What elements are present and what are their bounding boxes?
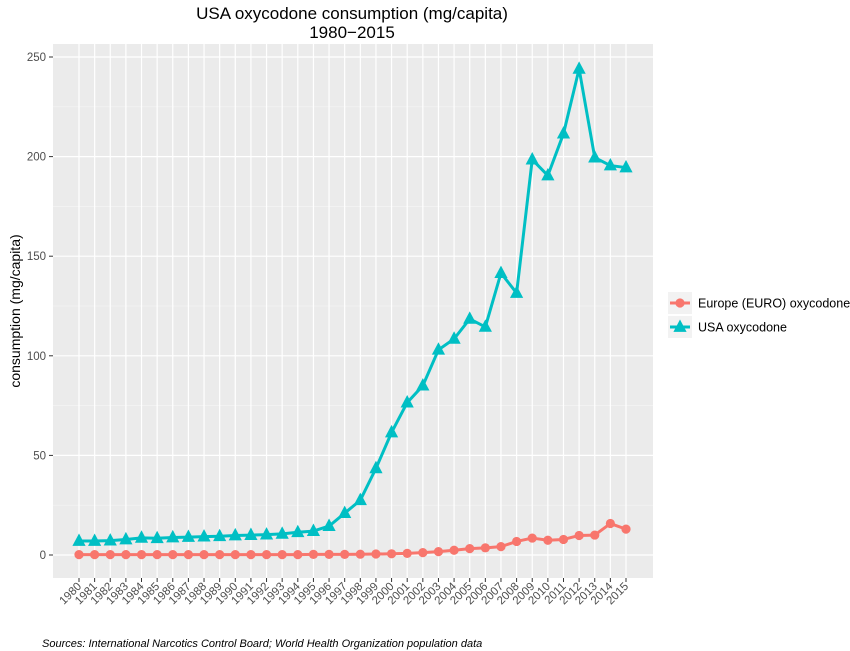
data-point bbox=[463, 311, 477, 324]
data-point bbox=[291, 524, 305, 538]
data-point bbox=[134, 530, 149, 543]
data-point bbox=[496, 542, 506, 552]
data-point bbox=[215, 550, 225, 560]
data-point bbox=[119, 531, 133, 545]
plot-panel bbox=[53, 44, 653, 578]
data-point bbox=[150, 530, 164, 544]
source-caption: Sources: International Narcotics Control… bbox=[42, 638, 482, 650]
data-point bbox=[621, 524, 631, 534]
data-point bbox=[478, 319, 492, 332]
data-point bbox=[543, 535, 553, 545]
data-point bbox=[510, 285, 524, 298]
data-point bbox=[74, 550, 84, 560]
series-1 bbox=[72, 61, 633, 546]
data-point bbox=[619, 159, 633, 173]
data-point bbox=[433, 547, 444, 557]
data-point bbox=[384, 424, 399, 438]
data-point bbox=[340, 549, 350, 560]
data-point bbox=[166, 529, 180, 543]
data-point bbox=[306, 523, 321, 536]
data-point bbox=[259, 527, 274, 540]
data-point bbox=[447, 331, 461, 344]
data-point bbox=[322, 518, 336, 531]
y-tick-label: 0 bbox=[40, 550, 46, 562]
data-point bbox=[369, 460, 383, 474]
y-tick-label: 50 bbox=[33, 450, 46, 462]
y-axis-title: consumption (mg/capita) bbox=[7, 234, 23, 387]
data-point bbox=[136, 550, 147, 560]
data-point bbox=[558, 534, 569, 545]
data-point bbox=[588, 150, 602, 163]
data-point bbox=[590, 530, 600, 540]
data-point bbox=[228, 527, 242, 541]
chart-subtitle: 1980−2015 bbox=[309, 23, 395, 42]
data-point bbox=[603, 158, 617, 171]
x-axis: 1980198119821983198419851986198719881989… bbox=[58, 578, 631, 607]
data-point bbox=[386, 549, 397, 559]
data-point bbox=[465, 544, 475, 554]
data-point bbox=[275, 526, 289, 539]
data-point bbox=[246, 550, 256, 560]
data-point bbox=[90, 550, 100, 560]
data-point bbox=[103, 533, 117, 546]
data-point bbox=[338, 505, 352, 519]
y-axis: 0 50 100 150 200 250 bbox=[27, 52, 53, 562]
data-point bbox=[121, 550, 131, 560]
data-point bbox=[605, 518, 615, 529]
data-point bbox=[511, 536, 522, 547]
data-point bbox=[527, 533, 537, 543]
data-point bbox=[431, 342, 446, 355]
data-point bbox=[168, 550, 178, 560]
data-point bbox=[277, 550, 287, 560]
data-point bbox=[213, 528, 227, 542]
data-point bbox=[541, 167, 555, 181]
data-point bbox=[494, 265, 508, 278]
data-point bbox=[152, 550, 162, 560]
data-point bbox=[199, 550, 209, 560]
chart-title: USA oxycodone consumption (mg/capita) bbox=[196, 4, 508, 23]
data-point bbox=[402, 548, 412, 559]
data-point bbox=[480, 543, 490, 553]
data-point bbox=[400, 395, 414, 408]
data-point bbox=[197, 529, 211, 542]
legend: Europe (EURO) oxycodone USA oxycodone bbox=[668, 292, 850, 338]
data-point bbox=[72, 533, 86, 546]
y-tick-label: 100 bbox=[27, 351, 46, 363]
legend-label: Europe (EURO) oxycodone bbox=[698, 297, 850, 311]
series-layer bbox=[72, 61, 633, 560]
y-tick-label: 200 bbox=[27, 152, 46, 164]
data-point bbox=[418, 548, 428, 558]
y-tick-label: 150 bbox=[27, 251, 46, 263]
data-point bbox=[556, 126, 571, 139]
data-point bbox=[230, 550, 240, 560]
data-point bbox=[449, 545, 459, 555]
data-point bbox=[371, 549, 381, 559]
data-point bbox=[416, 378, 430, 391]
legend-key-marker bbox=[673, 319, 687, 332]
data-point bbox=[574, 530, 584, 541]
data-point bbox=[183, 550, 193, 560]
data-point bbox=[88, 533, 102, 546]
data-point bbox=[293, 550, 303, 560]
data-point bbox=[261, 550, 272, 560]
data-point bbox=[244, 527, 258, 540]
data-point bbox=[353, 492, 367, 506]
data-point bbox=[355, 549, 365, 559]
data-point bbox=[181, 529, 195, 542]
data-point bbox=[525, 152, 539, 165]
legend-label: USA oxycodone bbox=[698, 321, 787, 335]
data-point bbox=[324, 549, 334, 560]
grid-layer bbox=[53, 44, 653, 578]
data-point bbox=[572, 61, 586, 74]
data-point bbox=[308, 549, 319, 560]
series-0 bbox=[74, 518, 631, 560]
legend-key-marker bbox=[675, 298, 685, 308]
data-point bbox=[105, 550, 115, 560]
y-tick-label: 250 bbox=[27, 52, 46, 64]
